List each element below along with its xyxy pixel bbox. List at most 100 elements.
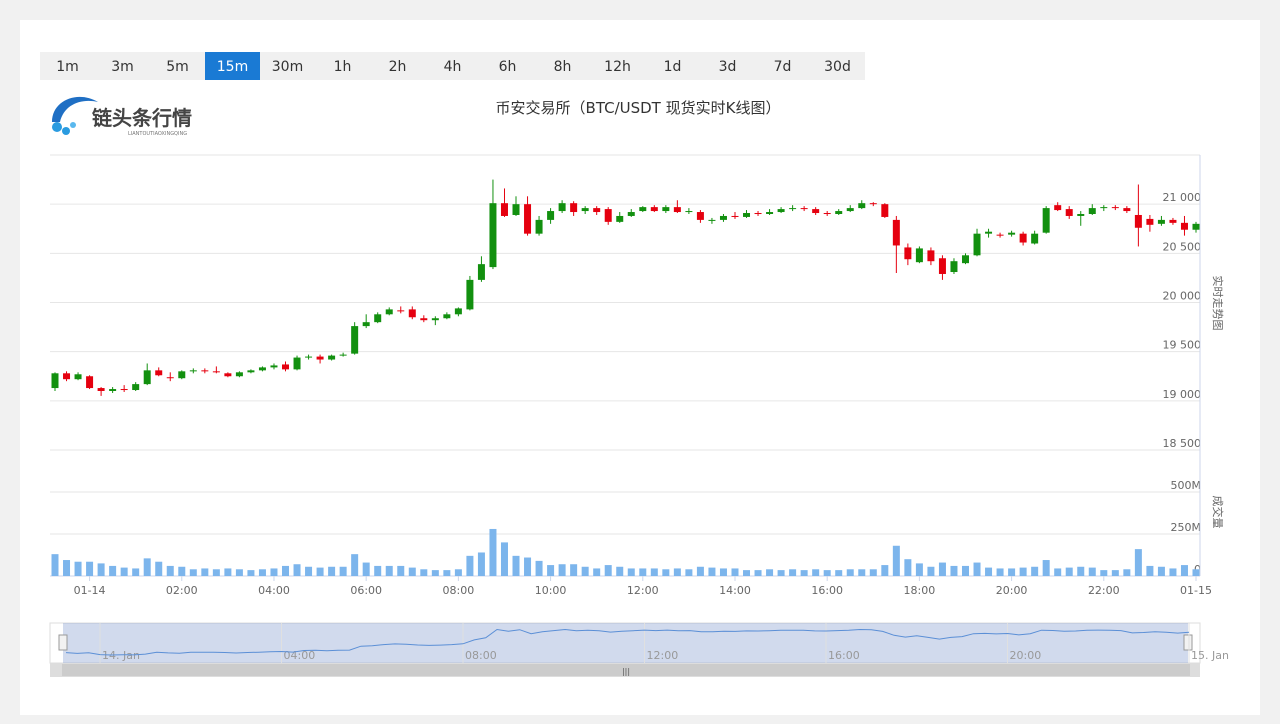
period-button-active[interactable] [205, 52, 260, 80]
volume-bar [374, 565, 382, 576]
candle-body [950, 261, 958, 273]
period-button[interactable]: 1m [56, 59, 79, 75]
volume-bar [846, 569, 854, 576]
volume-bar [1146, 565, 1154, 576]
candle-body [858, 203, 866, 209]
volume-bar [1192, 569, 1200, 576]
volume-bar [766, 569, 774, 576]
candle-body [892, 219, 900, 246]
navigator-handle[interactable] [58, 634, 68, 651]
navigator-handle[interactable] [1183, 634, 1193, 651]
volume-bar [74, 561, 82, 576]
x-tick-label: 12:00 [627, 584, 659, 597]
candle-body [558, 203, 566, 212]
period-button[interactable]: 1d [664, 59, 682, 75]
candle-body [443, 314, 451, 319]
period-button[interactable]: 7d [774, 59, 792, 75]
volume-bar [812, 569, 820, 576]
scrollbar-thumb[interactable] [62, 664, 1190, 676]
period-button[interactable]: 15m [217, 59, 248, 75]
volume-bar [189, 569, 197, 576]
candle-body [258, 367, 266, 371]
volume-bar [166, 565, 174, 576]
candle-body [431, 318, 439, 321]
period-button[interactable]: 3d [719, 59, 737, 75]
volume-bar [581, 566, 589, 576]
candle-body [109, 389, 117, 391]
candle-body [673, 207, 681, 213]
candle-body [685, 211, 693, 213]
volume-bar [132, 568, 140, 576]
x-tick-label: 01-14 [74, 584, 106, 597]
volume-bar [512, 555, 520, 576]
navigator-label: 08:00 [465, 649, 497, 662]
x-tick-label: 20:00 [996, 584, 1028, 597]
volume-bar [627, 568, 635, 576]
volume-bar [1100, 570, 1108, 576]
candle-body [224, 373, 232, 377]
candle-body [927, 250, 935, 262]
candle-body [662, 207, 670, 212]
candle-body [616, 215, 624, 222]
period-button[interactable]: 12h [604, 59, 631, 75]
volume-bar [143, 558, 151, 576]
candle-body [235, 372, 243, 377]
volume-bar [823, 570, 831, 576]
navigator-label: 15. Jan [1191, 649, 1229, 662]
candle-body [1111, 207, 1119, 209]
volume-bar [754, 570, 762, 576]
volume-bar [1134, 549, 1142, 576]
period-button[interactable]: 30m [272, 59, 303, 75]
volume-bar [385, 565, 393, 576]
candle-body [915, 248, 923, 263]
candle-body [212, 371, 220, 373]
candle-body [1088, 208, 1096, 214]
period-button[interactable]: 1h [334, 59, 352, 75]
volume-bar [1123, 569, 1131, 576]
volume-bar [662, 569, 670, 576]
candle-body [362, 322, 370, 327]
volume-bar [743, 570, 751, 576]
candle-body [132, 384, 140, 391]
y-tick-label: 20 000 [1163, 290, 1202, 303]
candle-body [812, 209, 820, 214]
navigator[interactable] [49, 622, 1201, 664]
x-tick-label: 02:00 [166, 584, 198, 597]
candle-body [1065, 209, 1073, 216]
y-tick-label: 18 500 [1163, 437, 1202, 450]
candle-body [328, 355, 336, 360]
volume-bar [51, 554, 59, 576]
candle-body [1054, 205, 1062, 211]
candle-body [904, 247, 912, 260]
volume-bar [616, 566, 624, 576]
period-button[interactable]: 3m [111, 59, 134, 75]
candle-body [120, 389, 128, 391]
candle-body [408, 309, 416, 318]
candle-body [63, 373, 71, 380]
period-button[interactable]: 4h [444, 59, 462, 75]
period-button[interactable]: 2h [389, 59, 407, 75]
period-button[interactable]: 6h [499, 59, 517, 75]
volume-bar [109, 565, 117, 576]
period-button[interactable]: 8h [554, 59, 572, 75]
volume-bar [719, 568, 727, 576]
candle-body [696, 212, 704, 220]
volume-bar [120, 567, 128, 576]
period-button[interactable]: 30d [824, 59, 851, 75]
candle-body [74, 374, 82, 380]
x-tick-label: 18:00 [904, 584, 936, 597]
volume-bar [454, 569, 462, 576]
candle-body [1019, 233, 1027, 243]
candle-body [166, 377, 174, 379]
volume-bar [524, 557, 532, 576]
navigator-label: 14. Jan [102, 649, 140, 662]
navigator-range[interactable] [63, 623, 1188, 663]
volume-bar [63, 560, 71, 576]
volume-bar [858, 569, 866, 576]
volume-bar [547, 565, 555, 576]
candle-body [512, 204, 520, 215]
period-button[interactable]: 5m [166, 59, 189, 75]
volume-bar [558, 564, 566, 576]
candle-body [282, 364, 290, 370]
candle-body [316, 356, 324, 360]
